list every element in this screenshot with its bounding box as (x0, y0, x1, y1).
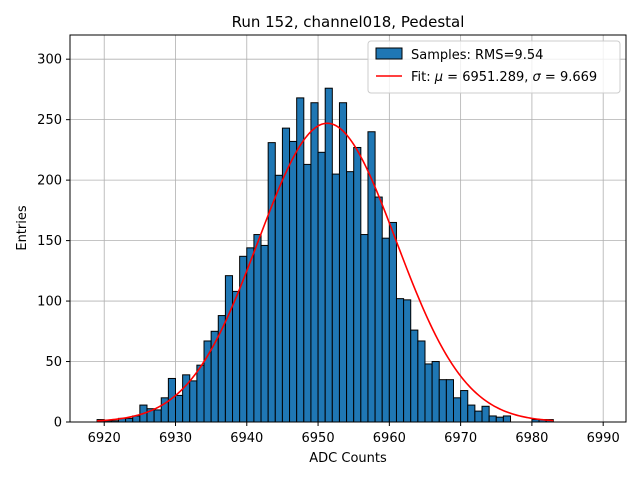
histogram-bar (153, 409, 162, 423)
histogram-bar (403, 299, 412, 423)
histogram-bar (274, 174, 283, 423)
y-axis-label: Entries (15, 205, 30, 251)
y-axis-ticks: 0 50 100 150 200 250 300 (37, 53, 70, 431)
histogram-bar (353, 146, 362, 423)
histogram-bar (502, 415, 512, 423)
x-tick-label: 6940 (230, 431, 263, 446)
histogram-bar (189, 380, 198, 423)
legend-sigma-symbol: σ (533, 70, 542, 85)
histogram-bar (410, 329, 419, 423)
chart-title: Run 152, channel018, Pedestal (232, 13, 465, 31)
histogram-bar (395, 298, 405, 423)
histogram-bar (260, 244, 269, 423)
y-tick-label: 300 (37, 53, 62, 68)
histogram-bar (289, 140, 298, 423)
legend-equals-1: = (443, 70, 462, 85)
histogram-bar (324, 87, 333, 423)
legend-fit-prefix: Fit: (411, 70, 435, 85)
histogram-bar (495, 416, 504, 423)
histogram-bar (445, 379, 454, 423)
plot-frame (69, 34, 627, 423)
histogram-bar (310, 102, 319, 423)
plot-area: 6920 6930 6940 6950 6960 6970 6980 6990 0 50 100 1… (37, 34, 627, 446)
legend-fit-label: Fit: μ = 6951.289, σ = 9.669 (411, 70, 597, 85)
histogram-bar (381, 237, 390, 423)
legend-equals-2: = (541, 70, 560, 85)
y-tick-label: 250 (37, 113, 62, 128)
legend-separator: , (524, 70, 532, 85)
y-tick-label: 150 (37, 234, 62, 249)
legend-mu-symbol: μ (434, 70, 443, 85)
x-axis-ticks: 6920 6930 6940 6950 6960 6970 6980 6990 (88, 422, 620, 446)
histogram-bar (438, 379, 447, 423)
histogram-bar (452, 397, 462, 423)
histogram-bar (267, 142, 276, 423)
y-tick-label: 100 (37, 295, 62, 310)
y-tick-label: 50 (45, 355, 62, 370)
histogram-bar (431, 361, 440, 423)
x-axis-label: ADC Counts (309, 451, 387, 466)
fit-curve (97, 122, 554, 422)
x-tick-label: 6960 (373, 431, 406, 446)
x-tick-label: 6980 (515, 431, 548, 446)
legend-samples-swatch (375, 47, 403, 60)
histogram-bar (388, 221, 397, 423)
legend-box (367, 40, 621, 94)
histogram-bar (232, 290, 241, 423)
x-tick-label: 6930 (159, 431, 192, 446)
histogram-bar (125, 417, 134, 423)
histogram-bar (217, 315, 226, 423)
histogram-bar (317, 151, 326, 423)
y-tick-label: 200 (37, 174, 62, 189)
histogram-bar (331, 173, 340, 423)
histogram-bar (424, 363, 433, 423)
legend-sigma-value: 9.669 (560, 70, 597, 85)
x-tick-label: 6970 (444, 431, 477, 446)
histogram-bar (374, 196, 383, 423)
histogram-bar (417, 340, 426, 423)
histogram-bar (346, 171, 355, 423)
histogram-bar (474, 410, 483, 423)
histogram-bar (481, 405, 490, 423)
x-tick-label: 6950 (302, 431, 335, 446)
histogram-bar (488, 415, 497, 423)
histogram-bars (96, 87, 554, 423)
x-tick-label: 6920 (88, 431, 121, 446)
y-tick-label: 0 (54, 416, 62, 431)
histogram-bar (174, 394, 184, 423)
legend-samples-label: Samples: RMS=9.54 (411, 48, 543, 63)
histogram-bar (338, 102, 348, 423)
legend: Samples: RMS=9.54 Fit: μ = 6951.289, σ =… (367, 40, 621, 94)
histogram-bar (253, 234, 262, 423)
x-tick-label: 6990 (587, 431, 620, 446)
histogram-bar (360, 234, 369, 423)
histogram-bar (467, 404, 476, 423)
histogram-bar (460, 390, 469, 423)
histogram-bar (303, 163, 312, 423)
legend-mu-value: 6951.289 (462, 70, 524, 85)
histogram-bar (224, 275, 234, 423)
histogram-bar (196, 364, 205, 423)
histogram-bar (246, 247, 255, 423)
